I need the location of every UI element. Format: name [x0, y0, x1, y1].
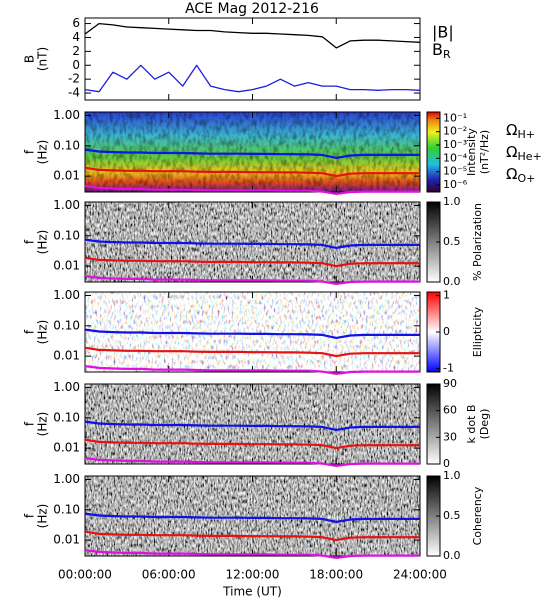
colorbar-tick-label: 10⁻³	[443, 138, 467, 151]
series-line	[84, 438, 420, 450]
y-tick-label: 2	[72, 44, 80, 58]
y-axis-label: (nT)	[36, 47, 50, 71]
colorbar-tick-label: 0.0	[443, 549, 461, 562]
y-axis-label: (Hz)	[36, 412, 50, 437]
series-line	[84, 530, 420, 542]
series-line	[84, 256, 420, 268]
colorbar-tick-label: 0	[443, 325, 450, 338]
x-axis-label: Time (UT)	[222, 585, 282, 599]
series-line	[84, 457, 420, 467]
x-tick-label: 06:00:00	[142, 568, 196, 582]
legend-label: ΩO+	[506, 165, 535, 186]
legend-label: ΩHe+	[506, 143, 542, 164]
y-tick-label: 0.01	[53, 169, 80, 183]
series-line	[84, 148, 420, 159]
colorbar	[426, 111, 441, 193]
y-tick-label: 0.01	[53, 259, 80, 273]
y-axis-label: f	[23, 329, 37, 334]
y-tick-label: 0.10	[53, 318, 80, 332]
series-line	[84, 185, 420, 195]
colorbar-tick-label: -1	[443, 361, 454, 374]
colorbar-tick-label: 1.0	[443, 195, 461, 208]
y-axis-label: (Hz)	[36, 140, 50, 165]
y-axis-label: (Hz)	[36, 504, 50, 529]
y-axis-label: B	[23, 55, 37, 63]
colorbar-label: k dot B	[465, 405, 478, 444]
legend-label: BR	[432, 40, 451, 62]
y-tick-label: 0	[72, 58, 80, 72]
colorbar-label: (nT²/Hz)	[478, 130, 491, 174]
y-axis-label: (Hz)	[36, 320, 50, 345]
colorbar-tick-label: 0.0	[443, 275, 461, 288]
y-tick-label: 0.01	[53, 349, 80, 363]
colorbar-tick-label: 1	[443, 289, 450, 302]
colorbar-tick-label: 90	[443, 377, 457, 390]
colorbar-tick-label: 0.5	[443, 509, 461, 522]
y-axis-label: f	[23, 239, 37, 244]
x-tick-label: 18:00:00	[309, 568, 363, 582]
y-tick-label: 1.00	[53, 472, 80, 486]
colorbar-tick-label: 10⁻⁵	[443, 165, 467, 178]
colorbar	[426, 383, 441, 465]
series-line	[84, 365, 420, 375]
colorbar-label: Intensity	[465, 128, 478, 176]
plot-frame	[84, 17, 421, 101]
colorbar-label: (Deg)	[478, 409, 491, 440]
colorbar-tick-label: 10⁻⁴	[443, 151, 468, 164]
legend-label: ΩH+	[506, 121, 535, 142]
colorbar-tick-label: 30	[443, 430, 457, 443]
y-tick-label: 4	[72, 30, 80, 44]
series-line	[84, 64, 421, 93]
y-tick-label: 0.10	[53, 138, 80, 152]
colorbar-label: Ellipticity	[471, 306, 484, 357]
y-tick-label: 1.00	[53, 288, 80, 302]
y-tick-label: -4	[68, 86, 80, 100]
y-tick-label: 1.00	[53, 380, 80, 394]
y-axis-label: f	[23, 149, 37, 154]
x-tick-label: 00:00:00	[58, 568, 112, 582]
colorbar-tick-label: 0.5	[443, 235, 461, 248]
y-tick-label: 6	[72, 16, 80, 30]
y-tick-label: 1.00	[53, 198, 80, 212]
y-tick-label: 0.10	[53, 410, 80, 424]
colorbar-tick-label: 10⁻¹	[443, 111, 467, 124]
series-line	[84, 22, 421, 49]
colorbar-tick-label: 10⁻⁶	[443, 178, 468, 191]
colorbar-label: Coherency	[471, 486, 484, 545]
series-line	[84, 328, 420, 339]
x-tick-label: 12:00:00	[226, 568, 280, 582]
y-tick-label: 0.10	[53, 228, 80, 242]
colorbar-tick-label: 60	[443, 404, 457, 417]
series-line	[84, 512, 420, 523]
colorbar-tick-label: 10⁻²	[443, 125, 467, 138]
colorbar-tick-label: 1.0	[443, 469, 461, 482]
series-line	[84, 420, 420, 431]
y-tick-label: 0.10	[53, 502, 80, 516]
legend-label: |B|	[432, 23, 454, 42]
y-tick-label: 0.01	[53, 533, 80, 547]
series-line	[84, 275, 420, 285]
colorbar-label: % Polarization	[471, 203, 484, 281]
colorbar-tick-label: 0	[443, 457, 450, 470]
y-axis-label: (Hz)	[36, 230, 50, 255]
series-line	[84, 238, 420, 249]
x-tick-label: 24:00:00	[393, 568, 447, 582]
y-tick-label: 1.00	[53, 108, 80, 122]
series-line	[84, 549, 420, 559]
series-line	[84, 346, 420, 358]
y-tick-label: -2	[68, 72, 80, 86]
y-axis-label: f	[23, 513, 37, 518]
series-line	[84, 166, 420, 178]
chart-title: ACE Mag 2012-216	[185, 1, 319, 17]
y-axis-label: f	[23, 421, 37, 426]
y-tick-label: 0.01	[53, 441, 80, 455]
